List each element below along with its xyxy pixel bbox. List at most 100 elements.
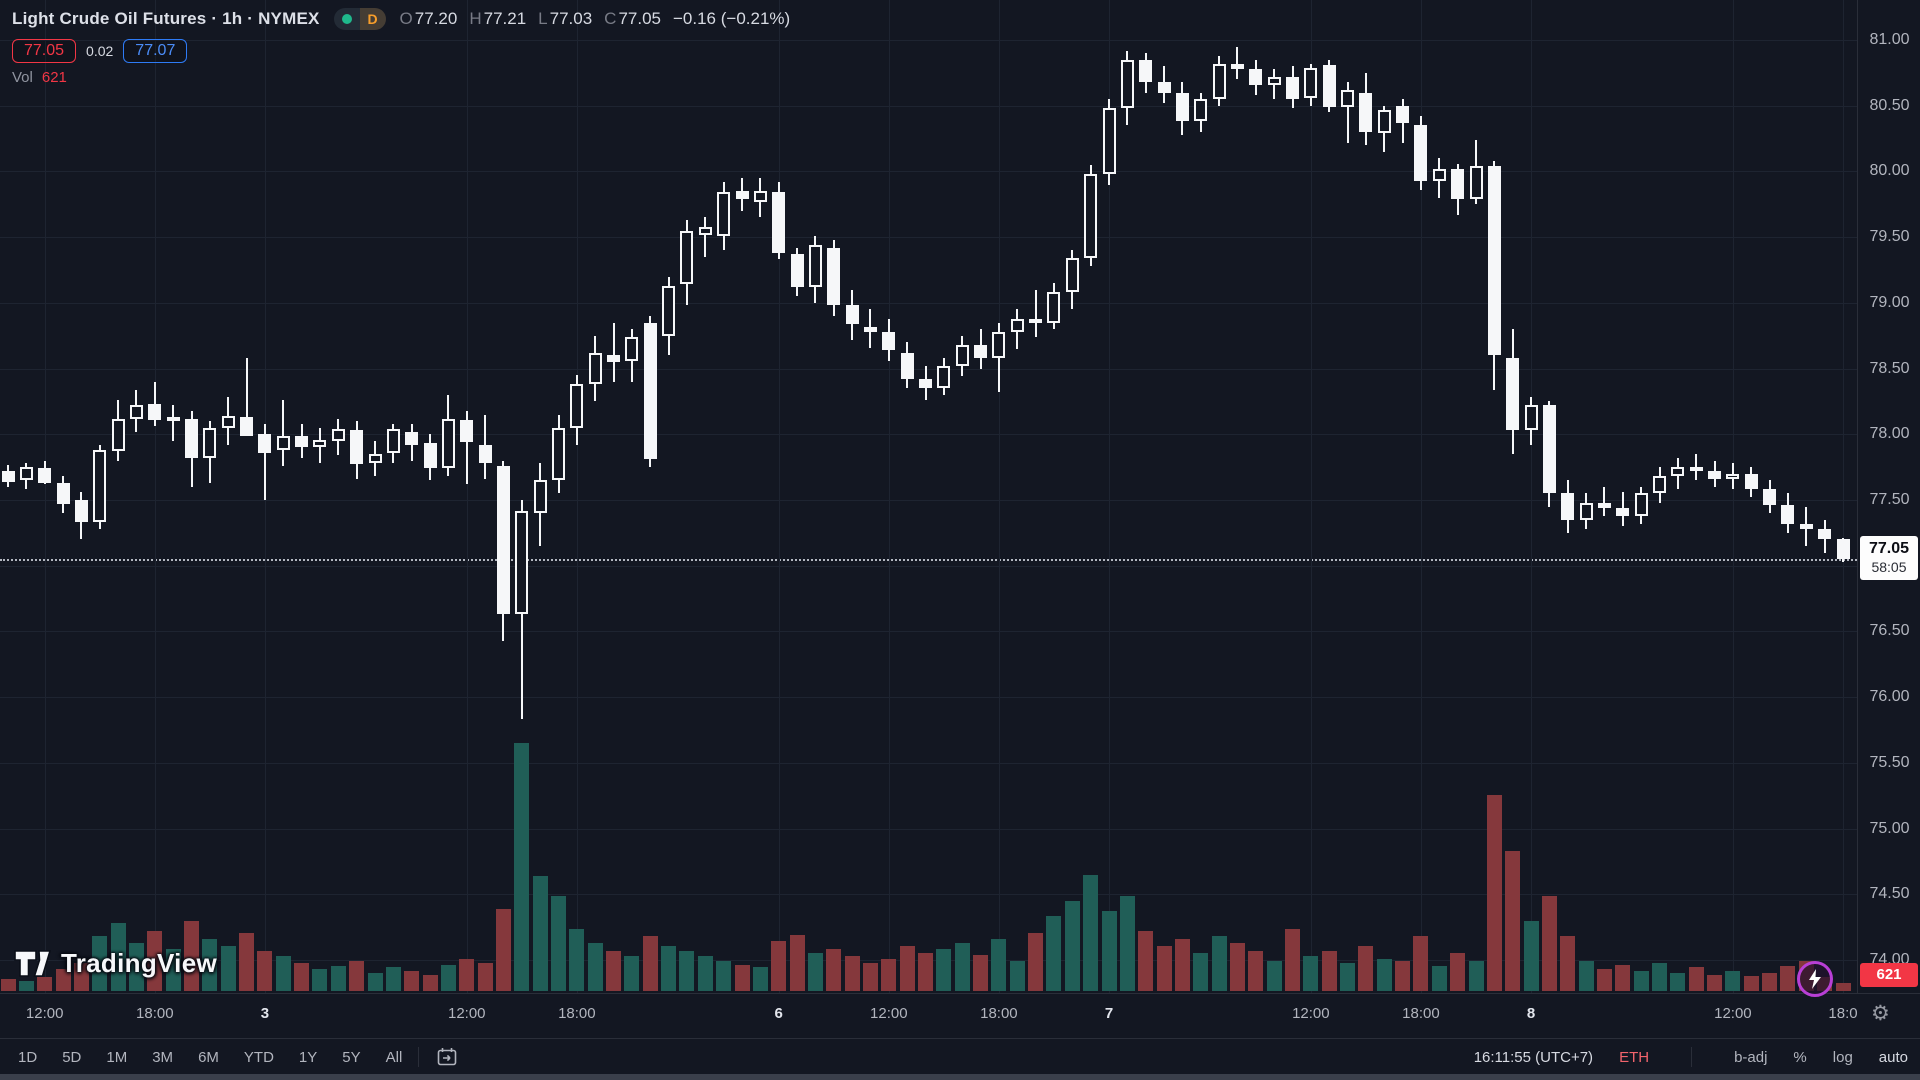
volume-bar — [294, 963, 310, 991]
candle-body — [1634, 493, 1648, 516]
volume-bar — [1615, 964, 1631, 991]
volume-bar — [1119, 895, 1135, 991]
chart-canvas[interactable] — [0, 0, 1857, 993]
session-eth-button[interactable]: ETH — [1619, 1048, 1650, 1066]
candle-body — [295, 435, 309, 448]
tradingview-logo[interactable]: TradingView — [14, 948, 217, 979]
volume-bar — [587, 943, 603, 991]
price-axis[interactable]: 77.05 58:05 621 81.00 80.50 80.00 79.50 79.0… — [1857, 0, 1920, 993]
time-axis-label: 18:0 — [1828, 1005, 1858, 1022]
range-5y[interactable]: 5Y — [342, 1048, 361, 1066]
candle-body — [185, 418, 198, 458]
grid-line-v — [888, 0, 890, 993]
candle-body — [1230, 63, 1244, 69]
candle-body — [1542, 405, 1556, 494]
range-all[interactable]: All — [385, 1048, 403, 1066]
candle-body — [1084, 174, 1098, 259]
volume-bar — [771, 940, 787, 991]
candle-body — [1799, 523, 1813, 529]
candle-body — [1267, 76, 1281, 85]
candle-wick — [282, 400, 285, 466]
candle-body — [1414, 125, 1428, 181]
range-3m[interactable]: 3M — [152, 1048, 174, 1066]
candle-body — [1616, 507, 1630, 516]
candle-body — [937, 365, 951, 389]
time-axis[interactable]: ⚙ 12:00 18:00 3 12:00 18:00 6 12:00 18:00 7 12:00… — [0, 993, 1920, 1039]
candle-wick — [245, 358, 248, 432]
candle-body — [790, 254, 804, 288]
range-1m[interactable]: 1M — [106, 1048, 128, 1066]
grid-line-v — [1109, 0, 1110, 993]
candle-body — [38, 468, 52, 483]
candle-body — [56, 482, 70, 504]
candle-body — [240, 417, 254, 436]
market-status-icon — [334, 8, 360, 30]
candle-body — [1506, 358, 1520, 431]
volume-indicator-value: 621 — [41, 69, 67, 86]
clock[interactable]: 16:11:55 (UTC+7) — [1473, 1048, 1594, 1066]
candle-wick — [153, 381, 156, 427]
candle-body — [221, 415, 235, 428]
candle-body — [1139, 59, 1153, 83]
last-price-label: 77.05 58:05 — [1860, 536, 1918, 580]
volume-bar — [1780, 965, 1796, 991]
candle-body — [313, 439, 327, 448]
grid-line-v — [1310, 0, 1312, 993]
volume-bar — [239, 933, 255, 991]
candle-wick — [1034, 289, 1037, 338]
volume-bar — [826, 948, 842, 991]
time-axis-label: 12:00 — [870, 1005, 908, 1022]
percent-scale-button[interactable]: % — [1793, 1048, 1807, 1066]
candle-body — [148, 404, 162, 420]
volume-bar — [642, 935, 658, 991]
lightning-button[interactable] — [1797, 961, 1833, 997]
candle-body — [74, 500, 88, 523]
time-axis-label: 7 — [1104, 1005, 1114, 1022]
volume-bar — [569, 928, 585, 991]
data-mode-badge[interactable]: D — [333, 8, 386, 30]
range-6m[interactable]: 6M — [198, 1048, 219, 1066]
volume-bar — [275, 955, 291, 991]
candle-body — [1597, 502, 1611, 508]
candle-wick — [1236, 46, 1239, 80]
grid-line-v — [1843, 0, 1844, 993]
volume-bar — [697, 955, 713, 991]
volume-bar — [1229, 943, 1245, 991]
gear-icon[interactable]: ⚙ — [1871, 1002, 1890, 1025]
volume-bar — [1725, 970, 1741, 991]
price-axis-label: 77.50 — [1869, 491, 1910, 508]
range-5d[interactable]: 5D — [62, 1048, 82, 1066]
volume-bar — [1578, 960, 1594, 991]
sell-bid-button[interactable]: 77.05 — [12, 39, 77, 63]
range-1y[interactable]: 1Y — [298, 1048, 318, 1066]
volume-bar — [312, 968, 328, 991]
change-value: −0.16 (−0.21%) — [673, 9, 791, 28]
go-to-date-button[interactable] — [435, 1045, 459, 1069]
range-ytd[interactable]: YTD — [243, 1048, 274, 1066]
volume-bar — [881, 958, 897, 991]
volume-bar — [862, 963, 878, 991]
candle-body — [1286, 76, 1299, 100]
volume-bar — [37, 977, 53, 991]
candle-body — [570, 384, 584, 428]
volume-bar — [184, 920, 199, 991]
log-scale-button[interactable]: log — [1832, 1048, 1853, 1066]
candle-body — [1377, 109, 1391, 134]
candle-body — [1524, 405, 1538, 431]
buy-ask-button[interactable]: 77.07 — [123, 39, 188, 63]
time-axis-label: 18:00 — [558, 1005, 596, 1022]
adjust-badj-button[interactable]: b-adj — [1734, 1048, 1768, 1066]
price-axis-label: 75.50 — [1869, 753, 1910, 771]
price-axis-label: 79.50 — [1869, 228, 1910, 246]
volume-bar — [422, 974, 438, 991]
candle-body — [1469, 166, 1483, 199]
auto-scale-button[interactable]: auto — [1878, 1048, 1908, 1066]
candle-body — [808, 245, 822, 288]
candle-body — [974, 344, 988, 359]
volume-bar — [1523, 920, 1539, 991]
candle-body — [111, 418, 125, 452]
candle-body — [1432, 168, 1446, 181]
volume-bar — [1468, 960, 1484, 991]
range-1d[interactable]: 1D — [18, 1048, 38, 1066]
volume-bar — [18, 980, 34, 991]
